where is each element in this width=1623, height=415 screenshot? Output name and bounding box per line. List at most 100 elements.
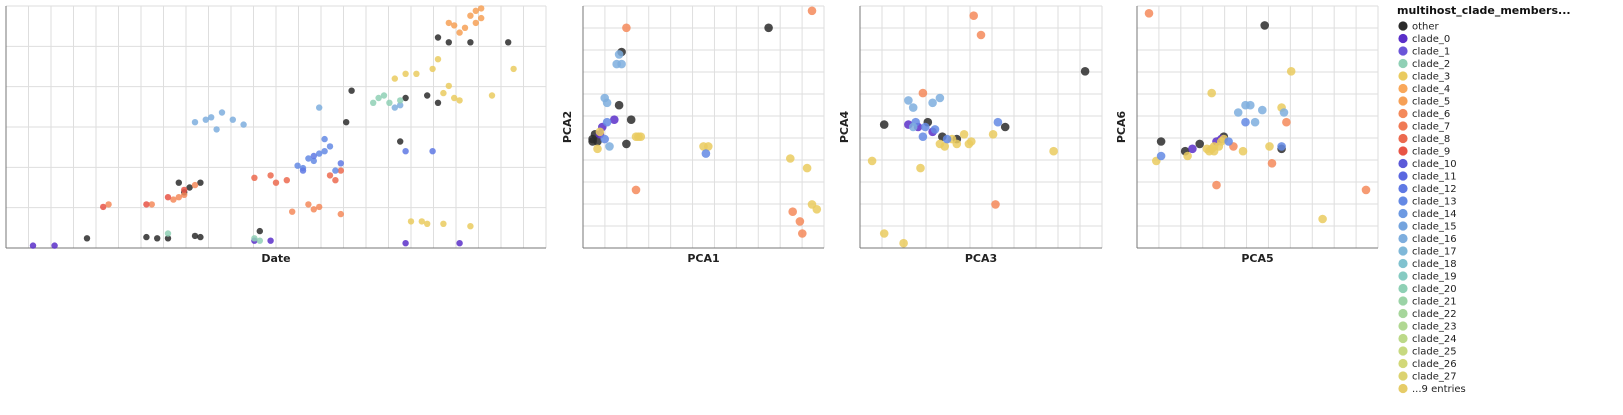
panel-pca1-pca2: PCA1 PCA2: [561, 5, 825, 265]
point-clade_13: [1156, 151, 1166, 161]
point-clade_3: [424, 220, 431, 227]
legend-label: ...9 entries: [1412, 384, 1466, 395]
point-other: [197, 179, 204, 186]
point-other: [434, 34, 442, 41]
legend-swatch: [1398, 46, 1408, 56]
gridlines-date: [5, 5, 547, 249]
point-clade_13: [332, 167, 339, 174]
legend-item: other: [1398, 21, 1440, 33]
point-clade_8: [326, 172, 334, 179]
legend-label: clade_15: [1412, 222, 1457, 233]
point-clade_3: [595, 127, 605, 137]
legend-item: clade_13: [1398, 196, 1457, 208]
point-clade_12: [337, 160, 344, 167]
point-other: [191, 232, 199, 240]
point-clade_16: [1246, 100, 1255, 110]
point-other: [588, 137, 597, 146]
point-other: [1156, 137, 1166, 146]
legend-label: clade_9: [1412, 147, 1450, 158]
legend-label: clade_0: [1412, 34, 1450, 45]
point-clade_6: [918, 88, 928, 98]
point-clade_13: [942, 134, 952, 144]
point-clade_3: [467, 223, 474, 230]
point-clade_16: [908, 103, 918, 112]
point-other: [1080, 67, 1090, 76]
point-clade_6: [1144, 9, 1154, 18]
point-clade_3: [407, 218, 415, 225]
point-clade_16: [1250, 117, 1260, 127]
legend-swatch: [1398, 246, 1408, 256]
point-clade_9: [143, 201, 150, 208]
point-clade_12: [429, 148, 436, 155]
point-other: [467, 39, 474, 46]
point-clade_13: [993, 117, 1003, 127]
point-clade_5: [461, 24, 469, 31]
point-clade_13: [321, 135, 328, 143]
gridlines-pca1: [582, 5, 825, 249]
legend: multihost_clade_members... otherclade_0c…: [1397, 4, 1571, 395]
point-clade_8: [267, 172, 274, 179]
legend-label: clade_23: [1412, 322, 1457, 333]
point-clade_13: [294, 162, 301, 169]
point-clade_5: [451, 22, 458, 29]
legend-swatch: [1398, 308, 1408, 319]
plot-area-pca1: [583, 6, 824, 248]
y-axis-title: PCA4: [838, 111, 851, 144]
legend-swatch: [1398, 133, 1408, 144]
legend-item: clade_5: [1398, 96, 1450, 108]
point-clade_16: [240, 121, 247, 128]
point-clade_3: [916, 163, 925, 173]
point-clade_13: [918, 132, 928, 141]
point-clade_8: [272, 179, 280, 186]
legend-item: clade_21: [1398, 296, 1457, 308]
legend-label: clade_5: [1412, 97, 1450, 108]
point-clade_20: [380, 92, 388, 99]
point-clade_6: [969, 11, 978, 20]
point-clade_13: [1277, 142, 1286, 151]
point-clade_13: [316, 150, 323, 157]
point-clade_3: [867, 156, 877, 166]
point-clade_6: [181, 191, 188, 198]
point-other: [1195, 139, 1204, 149]
legend-swatch: [1398, 271, 1408, 281]
point-clade_3: [786, 154, 795, 163]
legend-label: clade_27: [1412, 372, 1457, 383]
legend-swatch: [1398, 383, 1408, 394]
point-clade_12: [402, 148, 409, 155]
point-clade_16: [614, 50, 624, 59]
point-clade_3: [812, 205, 822, 214]
legend-swatch: [1398, 171, 1408, 181]
point-clade_3: [1202, 144, 1212, 154]
point-clade_3: [967, 137, 976, 146]
legend-swatch: [1398, 108, 1408, 119]
points-pca1: [588, 6, 822, 238]
legend-label: clade_16: [1412, 234, 1457, 245]
panel-date: Date: [5, 5, 547, 265]
point-clade_6: [631, 185, 641, 195]
legend-item: clade_27: [1398, 371, 1457, 383]
point-clade_13: [310, 157, 317, 165]
legend-swatch: [1398, 283, 1408, 294]
x-axis-title: PCA1: [687, 252, 719, 265]
legend-swatch: [1398, 333, 1408, 344]
legend-label: clade_12: [1412, 184, 1457, 195]
legend-item: clade_17: [1398, 246, 1457, 258]
legend-label: clade_17: [1412, 247, 1457, 258]
point-clade_3: [634, 132, 643, 141]
point-clade_0: [267, 237, 274, 244]
point-clade_20: [375, 94, 382, 102]
legend-swatch: [1398, 258, 1408, 269]
point-clade_20: [386, 99, 393, 107]
point-clade_3: [418, 218, 425, 225]
legend-item: clade_6: [1398, 108, 1450, 120]
point-clade_5: [456, 29, 463, 36]
point-clade_13: [602, 117, 612, 127]
legend-swatch: [1398, 121, 1408, 131]
point-clade_16: [391, 104, 398, 111]
point-clade_6: [310, 206, 317, 213]
y-axis-title: PCA2: [561, 111, 574, 143]
point-clade_5: [478, 14, 485, 22]
point-clade_8: [337, 167, 344, 174]
legend-item: clade_25: [1398, 346, 1457, 358]
